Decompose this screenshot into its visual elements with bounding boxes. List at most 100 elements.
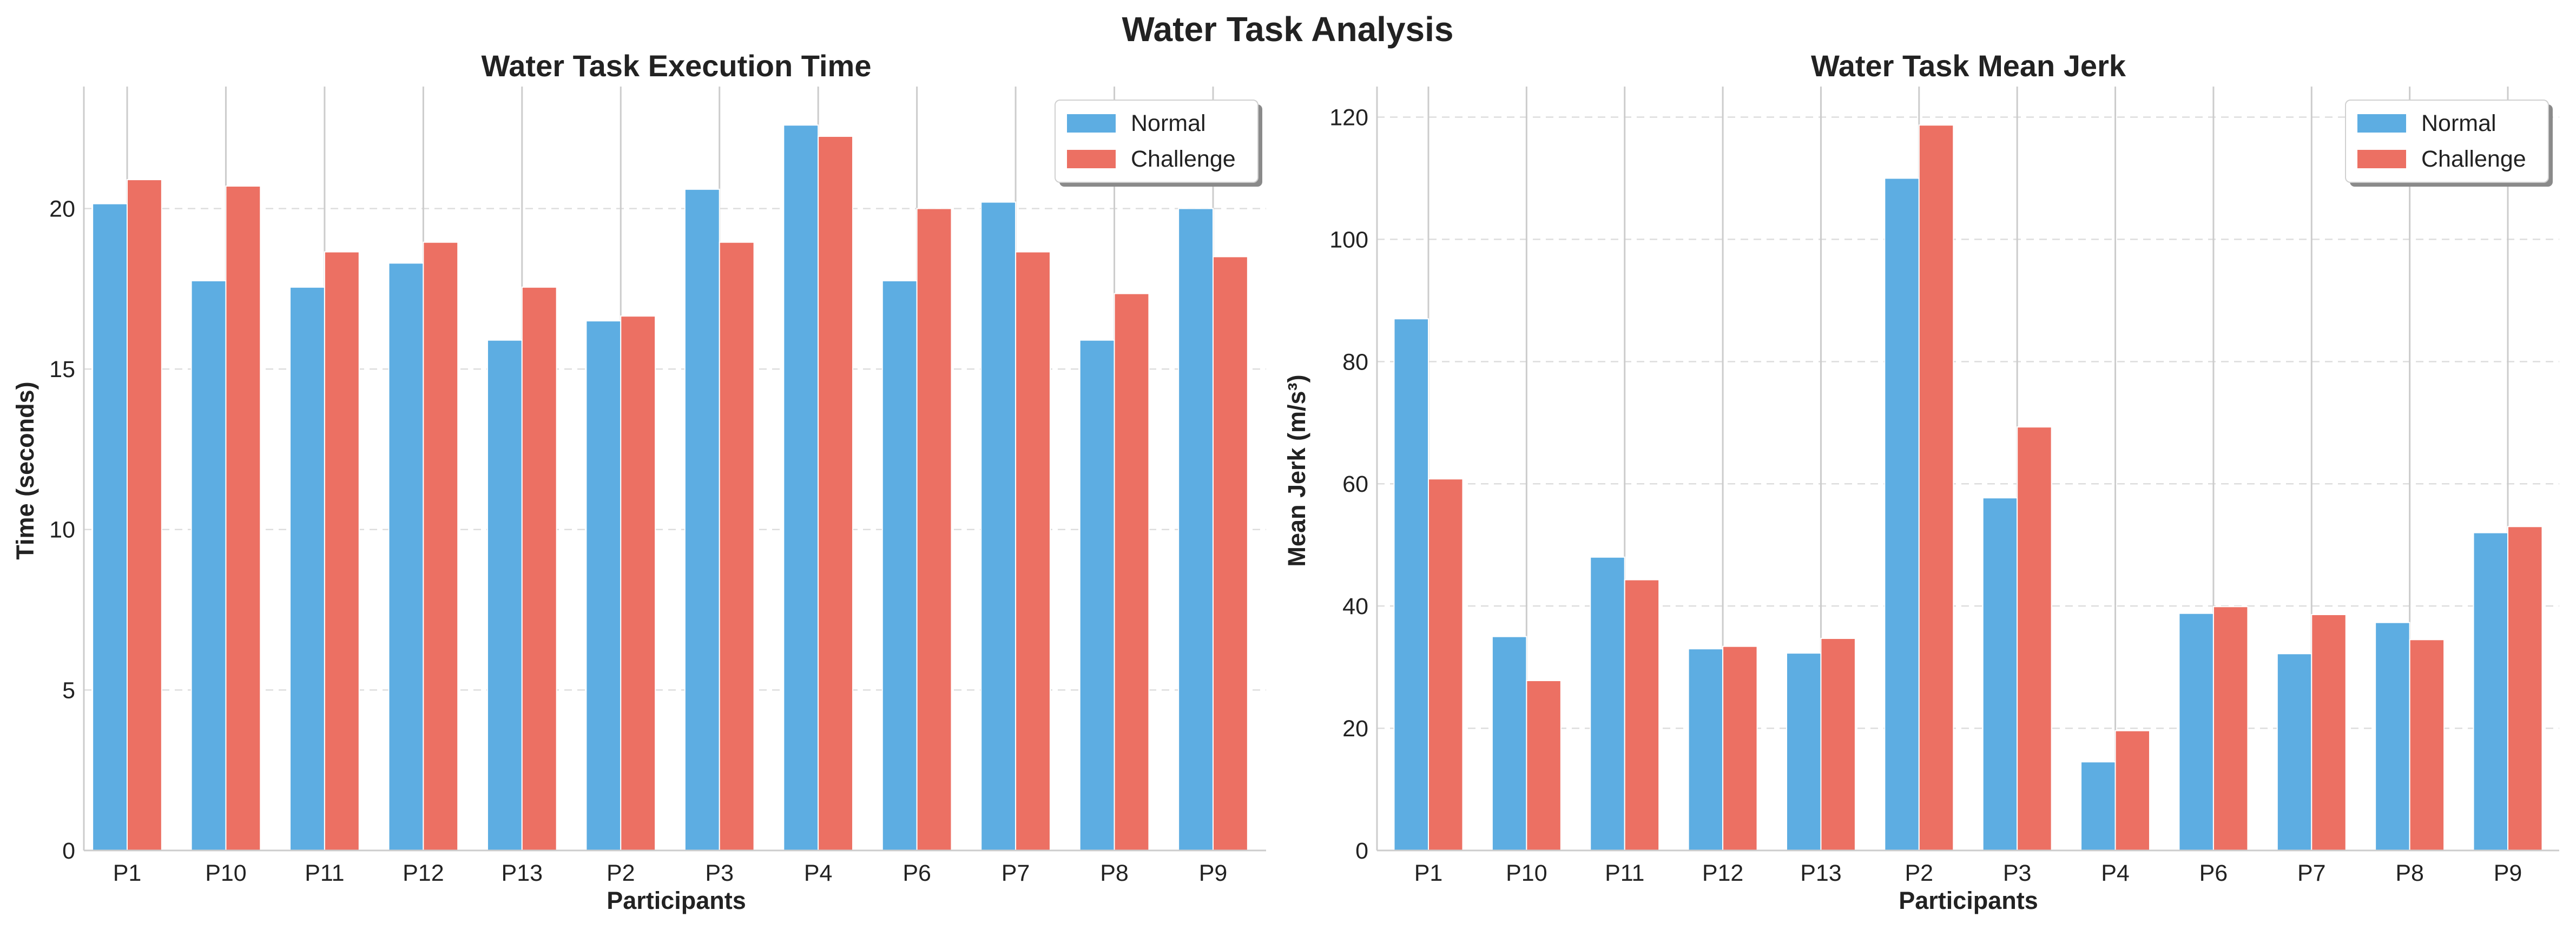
execution-time-x-tick-p9: P9 xyxy=(1199,860,1228,886)
execution-time-bar-challenge-p7 xyxy=(1015,251,1051,851)
figure-title: Water Task Analysis xyxy=(1122,10,1454,49)
execution-time-bar-challenge-p2 xyxy=(620,315,656,851)
mean-jerk-x-tick-p3: P3 xyxy=(2003,860,2032,886)
mean-jerk-bar-normal-p4 xyxy=(2080,761,2116,852)
execution-time-y-tick-4: 20 xyxy=(49,196,75,222)
mean-jerk-bar-normal-p6 xyxy=(2178,612,2214,851)
execution-time-bar-challenge-p9 xyxy=(1213,256,1248,851)
mean-jerk-plot-area: 0 20 40 60 80 100 120 P1 P10 P11 P12 P13 P2 P3 P4 P6 P7 P… xyxy=(1329,87,2559,886)
execution-time-bar-challenge-p10 xyxy=(225,185,261,851)
execution-time-bar-normal-p10 xyxy=(190,280,227,852)
execution-time-bar-challenge-p12 xyxy=(423,241,459,851)
execution-time-x-tick-p1: P1 xyxy=(113,860,142,886)
mean-jerk-bar-challenge-p9 xyxy=(2507,526,2543,851)
execution-time-legend-label-normal: Normal xyxy=(1131,110,1206,136)
execution-time-bar-challenge-p13 xyxy=(521,286,557,851)
mean-jerk-x-tick-p11: P11 xyxy=(1605,860,1644,886)
mean-jerk-y-tick-3: 60 xyxy=(1342,471,1368,497)
mean-jerk-y-tick-2: 40 xyxy=(1342,593,1368,619)
mean-jerk-bar-challenge-p6 xyxy=(2212,606,2249,851)
mean-jerk-y-tick-1: 20 xyxy=(1342,716,1368,742)
execution-time-bar-normal-p6 xyxy=(881,280,918,852)
execution-time-x-tick-p2: P2 xyxy=(607,860,635,886)
mean-jerk-x-tick-p7: P7 xyxy=(2297,860,2326,886)
execution-time-y-tick-3: 15 xyxy=(49,357,75,382)
execution-time-x-tick-p4: P4 xyxy=(804,860,833,886)
mean-jerk-bar-challenge-p13 xyxy=(1820,638,1856,851)
mean-jerk-legend-label-challenge: Challenge xyxy=(2421,146,2526,172)
execution-time-title: Water Task Execution Time xyxy=(482,49,872,83)
mean-jerk-ylabel: Mean Jerk (m/s³) xyxy=(1283,374,1310,566)
execution-time-y-tick-2: 10 xyxy=(49,517,75,543)
execution-time-bar-challenge-p1 xyxy=(127,179,162,851)
execution-time-legend-swatch-challenge xyxy=(1067,150,1116,168)
mean-jerk-title: Water Task Mean Jerk xyxy=(1811,49,2126,83)
execution-time-bar-normal-p9 xyxy=(1178,208,1214,851)
execution-time-legend-swatch-normal xyxy=(1067,114,1116,133)
execution-time-x-tick-p13: P13 xyxy=(502,860,543,886)
execution-time-bar-normal-p1 xyxy=(92,203,128,851)
mean-jerk-y-tick-6: 120 xyxy=(1329,104,1368,130)
mean-jerk-x-tick-p12: P12 xyxy=(1702,860,1744,886)
execution-time-bar-normal-p11 xyxy=(289,286,325,851)
execution-time-plot-area: 0 5 10 15 20 P1 P10 P11 P12 P13 P2 P3 P4 P6 P7 P8 P9 Norm… xyxy=(49,87,1266,886)
mean-jerk-legend-label-normal: Normal xyxy=(2421,110,2496,136)
mean-jerk-bar-challenge-p8 xyxy=(2409,639,2445,851)
mean-jerk-bar-normal-p9 xyxy=(2473,532,2509,851)
execution-time-bar-challenge-p4 xyxy=(818,135,854,851)
mean-jerk-bar-challenge-p7 xyxy=(2311,614,2347,851)
mean-jerk-bar-challenge-p3 xyxy=(2017,426,2052,851)
mean-jerk-bar-normal-p11 xyxy=(1590,556,1625,851)
mean-jerk-bar-challenge-p12 xyxy=(1722,645,1758,852)
mean-jerk-bar-normal-p1 xyxy=(1393,318,1429,851)
execution-time-bar-normal-p4 xyxy=(783,124,819,852)
mean-jerk-x-tick-p10: P10 xyxy=(1506,860,1547,886)
mean-jerk-bar-normal-p13 xyxy=(1786,652,1822,851)
execution-time-bar-normal-p7 xyxy=(980,201,1017,851)
mean-jerk-bar-normal-p10 xyxy=(1491,636,1527,851)
execution-time-x-tick-p8: P8 xyxy=(1100,860,1129,886)
execution-time-bar-challenge-p8 xyxy=(1114,293,1150,852)
execution-time-x-tick-p7: P7 xyxy=(1002,860,1030,886)
mean-jerk-y-tick-0: 0 xyxy=(1355,838,1368,864)
execution-time-bar-normal-p12 xyxy=(388,262,424,852)
mean-jerk-bar-challenge-p11 xyxy=(1624,579,1660,851)
execution-time-legend-label-challenge: Challenge xyxy=(1131,146,1236,172)
mean-jerk-x-tick-p2: P2 xyxy=(1905,860,1934,886)
execution-time-bar-normal-p13 xyxy=(486,339,523,851)
execution-time-x-tick-p3: P3 xyxy=(705,860,734,886)
mean-jerk-x-tick-p13: P13 xyxy=(1800,860,1842,886)
execution-time-x-tick-p12: P12 xyxy=(403,860,444,886)
execution-time-legend: Normal Challenge xyxy=(1055,100,1262,187)
execution-time-x-tick-p10: P10 xyxy=(205,860,247,886)
mean-jerk-chart: Water Task Mean Jerk Participants Mean J… xyxy=(1283,49,2559,914)
execution-time-y-tick-0: 0 xyxy=(62,838,75,864)
execution-time-x-tick-p6: P6 xyxy=(902,860,931,886)
mean-jerk-legend: Normal Challenge xyxy=(2345,100,2553,187)
mean-jerk-x-tick-p6: P6 xyxy=(2199,860,2228,886)
mean-jerk-bar-challenge-p4 xyxy=(2114,730,2151,851)
mean-jerk-legend-swatch-normal xyxy=(2357,114,2406,133)
mean-jerk-bar-normal-p12 xyxy=(1688,648,1724,852)
execution-time-bar-challenge-p3 xyxy=(719,241,755,851)
execution-time-y-tick-1: 5 xyxy=(62,677,75,703)
mean-jerk-y-tick-4: 80 xyxy=(1342,349,1368,375)
execution-time-ylabel: Time (seconds) xyxy=(11,381,39,559)
mean-jerk-x-tick-p9: P9 xyxy=(2494,860,2522,886)
mean-jerk-bar-normal-p8 xyxy=(2375,622,2410,851)
execution-time-xlabel: Participants xyxy=(607,887,746,914)
execution-time-bar-challenge-p6 xyxy=(916,208,952,851)
mean-jerk-legend-swatch-challenge xyxy=(2357,150,2406,168)
execution-time-bar-normal-p2 xyxy=(585,320,622,851)
mean-jerk-y-tick-5: 100 xyxy=(1329,227,1368,253)
mean-jerk-bar-normal-p3 xyxy=(1982,497,2018,851)
mean-jerk-bar-normal-p2 xyxy=(1884,177,1920,852)
mean-jerk-bar-challenge-p1 xyxy=(1428,478,1464,851)
mean-jerk-bar-challenge-p2 xyxy=(1918,124,1954,851)
mean-jerk-bar-challenge-p10 xyxy=(1526,680,1562,851)
execution-time-bar-challenge-p11 xyxy=(324,251,360,851)
mean-jerk-x-tick-p4: P4 xyxy=(2101,860,2130,886)
mean-jerk-x-tick-p1: P1 xyxy=(1414,860,1443,886)
mean-jerk-bar-normal-p7 xyxy=(2276,653,2313,851)
mean-jerk-xlabel: Participants xyxy=(1899,887,2038,914)
